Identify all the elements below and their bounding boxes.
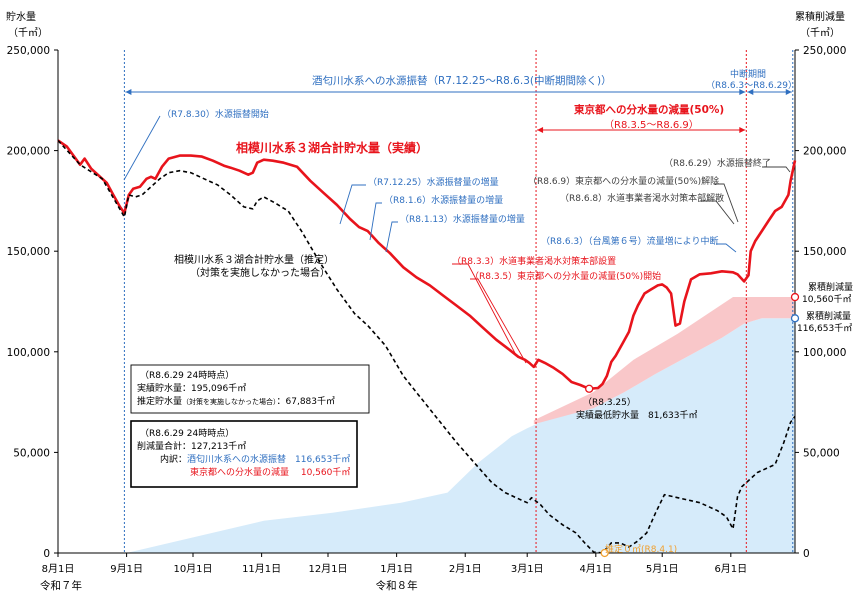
right-tick-label: 250,000 — [803, 45, 846, 57]
annotation-taskforce-dissolved: （R8.6.8）水道事業者渇水対策本部解散 — [560, 192, 724, 204]
x-tick-label: 2月1日 — [449, 563, 482, 575]
series-actual-label: 相模川水系３湖合計貯水量（実績） — [236, 140, 428, 155]
x-tick-label: 4月1日 — [579, 563, 612, 575]
left-tick-label: 200,000 — [7, 146, 50, 158]
right-transfer-value: 116,653千㎥ — [797, 323, 852, 334]
annotation-taskforce-setup: （R8.3.3）水道事業者渇水対策本部設置 — [452, 255, 616, 267]
left-tick-label: 50,000 — [13, 447, 50, 459]
right-tick-label: 50,000 — [803, 447, 840, 459]
annotation-transfer-increase-1: （R7.12.25）水源振替量の増量 — [368, 176, 499, 188]
min-date-label: （R8.3.25） — [583, 397, 636, 408]
series-layer — [57, 139, 797, 554]
left-tick-label: 250,000 — [7, 45, 50, 57]
arrow-taskforce — [452, 263, 517, 356]
area-0 — [126, 318, 795, 553]
arrow-tokyo-start — [470, 278, 527, 364]
arrow-increase-1 — [339, 184, 366, 225]
x-tick-label: 5月1日 — [646, 563, 679, 575]
marker-0 — [585, 384, 594, 393]
info-box-storage — [130, 364, 370, 414]
period-arrowhead-left-1 — [747, 89, 754, 95]
left-tick-label: 150,000 — [7, 246, 50, 258]
tokyo-reduction-title: 東京都への分水量の減量(50%) — [574, 103, 724, 116]
markers — [585, 292, 800, 558]
arrow-increase-3 — [385, 221, 398, 253]
marker-1 — [600, 548, 609, 558]
arrow-transfer-start — [123, 115, 161, 181]
box1-line2: 推定貯水量（対策を実施しなかった場合）：67,883千㎥ — [137, 395, 335, 407]
right-tick-label: 150,000 — [803, 246, 846, 258]
left-tick-label: 100,000 — [7, 347, 50, 359]
era-label: 令和８年 — [376, 579, 418, 592]
interrupt-range: （R8.6.3～R8.6.29） — [706, 80, 797, 91]
arrow-transfer-end — [762, 166, 791, 173]
annotation-transfer-increase-2: （R8.1.6）水源振替量の増量 — [384, 194, 503, 206]
left-axis-unit: （千㎥） — [8, 26, 48, 39]
x-tick-label: 3月1日 — [511, 563, 544, 575]
x-tick-label: 10月1日 — [173, 563, 212, 575]
x-tick-label: 9月1日 — [110, 563, 143, 575]
axes: 0 0 50,000 50,000 100,000 100,000 150,000 150,0… — [7, 45, 847, 592]
arrow-taskforce-end — [700, 200, 735, 225]
box2-line2: 内訳：酒匂川水系への水源振替 116,653千㎥ — [160, 453, 350, 465]
x-tick-label: 12月1日 — [308, 563, 347, 575]
arrow-increase-2 — [369, 202, 382, 241]
right-reduction-value: 10,560千㎥ — [802, 294, 852, 305]
right-tick-label: 200,000 — [803, 146, 846, 158]
annotation-typhoon-interrupt: （R8.6.3）（台風第６号）流量増により中断 — [541, 235, 718, 247]
arrow-tokyo-end — [714, 183, 739, 223]
box2-line3: 東京都への分水量の減量 10,560千㎥ — [190, 466, 350, 478]
left-axis-label: 貯水量 — [6, 11, 36, 23]
period-arrowhead-right-1 — [785, 89, 792, 95]
annotation-tokyo-end: （R8.6.9）東京都への分水量の減量(50%)解除 — [528, 175, 719, 187]
annotation-tokyo-start: （R8.3.5）東京都への分水量の減量(50%)開始 — [470, 270, 661, 282]
era-label: 令和７年 — [40, 579, 82, 592]
left-tick-label: 0 — [43, 548, 50, 560]
transfer-range-label: 酒匂川水系への水源振替（R7.12.25～R8.6.3(中断期間除く)） — [312, 74, 612, 87]
right-transfer-label: 累積削減量 — [806, 310, 851, 322]
zero-estimate-label: 推定０㎥(R8.4.1) — [605, 543, 677, 555]
annotation-transfer-end: （R8.6.29）水源振替終了 — [664, 157, 771, 169]
annotation-transfer-increase-3: （R8.1.13）水源振替量の増量 — [400, 213, 525, 225]
x-tick-label: 11月1日 — [242, 563, 281, 575]
period-arrowhead-left-0 — [125, 89, 132, 95]
annotation-transfer-start: （R7.8.30）水源振替開始 — [162, 108, 269, 120]
period-arrowhead-right-0 — [739, 89, 746, 95]
tokyo-reduction-range: （R8.3.5～R8.6.9） — [604, 119, 699, 131]
box1-line1: 実績貯水量：195,096千㎥ — [137, 382, 246, 394]
series-estimate-sublabel: （対策を実施しなかった場合） — [190, 266, 330, 279]
marker-3 — [790, 314, 800, 323]
interrupt-title: 中断期間 — [730, 68, 766, 80]
box2-line1: 削減量合計：127,213千㎥ — [137, 440, 246, 452]
period-lines — [123, 50, 794, 553]
x-tick-label: 6月1日 — [714, 563, 747, 575]
area-layer — [126, 297, 795, 553]
info-box-reduction — [130, 420, 358, 488]
marker-2 — [790, 292, 800, 302]
right-axis-unit: （千㎥） — [800, 26, 840, 39]
right-tick-label: 100,000 — [803, 347, 846, 359]
right-tick-label: 0 — [803, 548, 810, 560]
right-reduction-label: 累積削減量 — [808, 281, 853, 293]
period-arrowhead-left-2 — [537, 127, 544, 133]
min-value-label: 実績最低貯水量 81,633千㎥ — [576, 409, 698, 421]
x-tick-label: 8月1日 — [42, 563, 75, 575]
series-actual-line — [57, 139, 797, 391]
series-estimate-label: 相模川水系３湖合計貯水量（推定） — [174, 253, 334, 266]
period-arrowhead-right-2 — [739, 127, 746, 133]
x-tick-label: 1月1日 — [380, 563, 413, 575]
series-estimate-line — [57, 139, 796, 554]
arrow-typhoon — [716, 243, 737, 253]
box2-title: （R8.6.29 24時時点） — [140, 428, 234, 439]
right-axis-label: 累積削減量 — [795, 10, 845, 23]
box1-title: （R8.6.29 24時時点） — [140, 370, 234, 381]
area-1 — [533, 297, 795, 425]
